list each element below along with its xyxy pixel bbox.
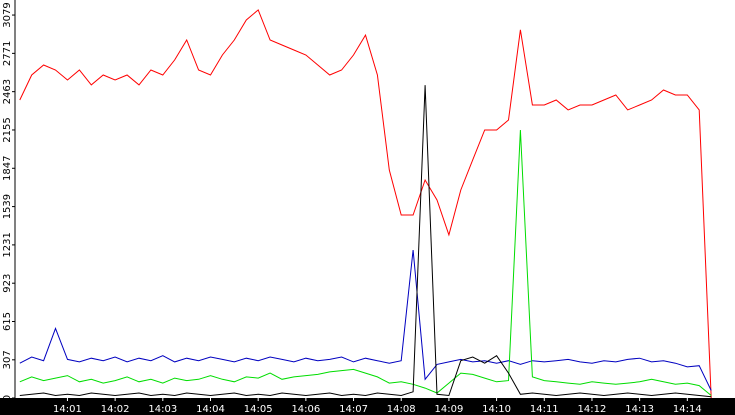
x-tick-label: 14:01 <box>53 404 82 415</box>
x-axis-band <box>0 398 735 415</box>
y-tick-label: 615 <box>2 312 13 331</box>
y-tick-label: 1231 <box>2 232 13 257</box>
series-line <box>19 9 712 399</box>
x-tick-label: 14:12 <box>578 404 607 415</box>
x-tick-label: 14:13 <box>625 404 654 415</box>
y-tick-label: 2155 <box>2 117 13 142</box>
x-tick-label: 14:02 <box>101 404 130 415</box>
y-tick-label: 1539 <box>2 194 13 219</box>
y-tick-label: 2463 <box>2 79 13 104</box>
y-tick-label: 2771 <box>2 41 13 66</box>
y-tick-label: 0 <box>2 395 13 401</box>
x-tick-label: 14:09 <box>434 404 463 415</box>
y-tick-label: 307 <box>2 350 13 369</box>
x-tick-label: 14:11 <box>530 404 559 415</box>
x-tick-label: 14:06 <box>291 404 320 415</box>
y-tick-label: 3079 <box>2 2 13 27</box>
x-tick-label: 14:04 <box>196 404 225 415</box>
y-tick-label: 923 <box>2 274 13 293</box>
y-tick-label: 1847 <box>2 156 13 181</box>
series-line <box>19 129 712 396</box>
x-tick-label: 14:03 <box>148 404 177 415</box>
x-tick-label: 14:05 <box>244 404 273 415</box>
x-tick-label: 14:08 <box>387 404 416 415</box>
series-line <box>19 249 712 391</box>
x-tick-label: 14:14 <box>673 404 702 415</box>
x-tick-label: 14:07 <box>339 404 368 415</box>
series-line <box>19 85 712 398</box>
x-tick-label: 14:10 <box>482 404 511 415</box>
